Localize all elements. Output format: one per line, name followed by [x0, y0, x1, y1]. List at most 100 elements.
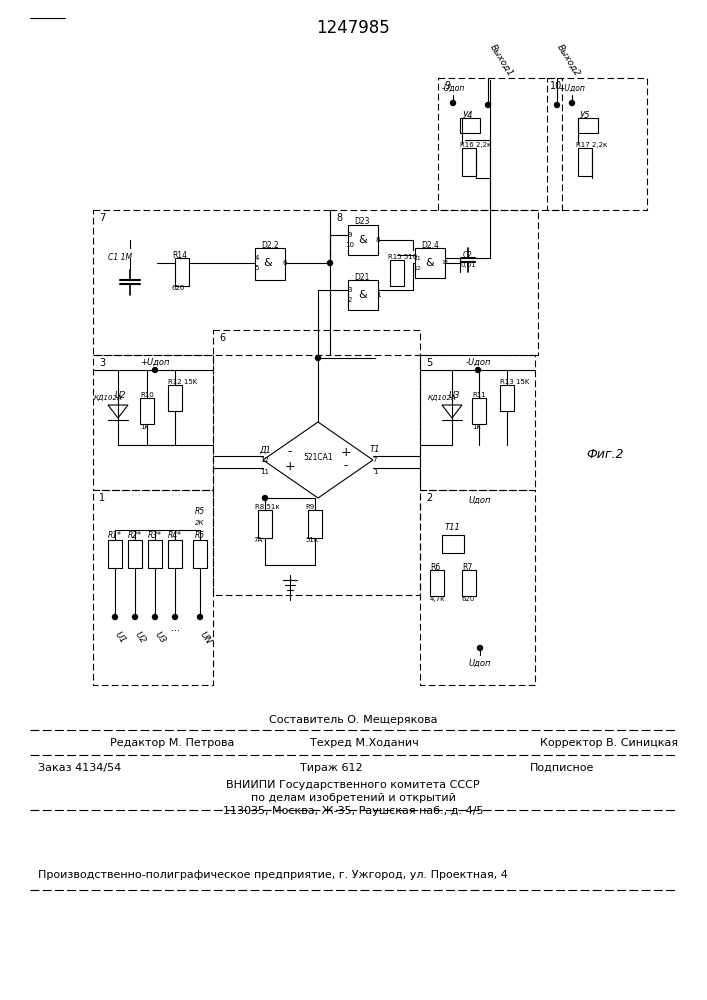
Text: С2: С2 [463, 250, 473, 259]
Text: 7: 7 [99, 213, 105, 223]
Text: R3*: R3* [148, 530, 162, 540]
Bar [460, 118, 480, 133]
Text: Техред М.Ходанич: Техред М.Ходанич [310, 738, 419, 748]
Text: Корректор В. Синицкая: Корректор В. Синицкая [540, 738, 678, 748]
Bar [438, 78, 562, 210]
Bar [430, 570, 444, 596]
Circle shape [554, 103, 559, 107]
Text: R2*: R2* [128, 530, 142, 540]
Bar [140, 398, 154, 424]
Text: Заказ 4134/54: Заказ 4134/54 [38, 763, 121, 773]
Bar [93, 355, 213, 490]
Text: Редактор М. Петрова: Редактор М. Петрова [110, 738, 235, 748]
Text: 6: 6 [283, 260, 287, 266]
Bar [500, 385, 514, 411]
Text: +: + [285, 460, 296, 473]
Text: U3: U3 [448, 390, 460, 399]
Text: 3: 3 [99, 358, 105, 368]
Text: &: & [358, 290, 368, 300]
Text: Uдоп: Uдоп [469, 495, 491, 504]
Text: U2: U2 [115, 390, 126, 399]
Circle shape [486, 103, 491, 107]
Text: R6: R6 [430, 562, 440, 572]
Text: 1: 1 [373, 469, 378, 475]
Text: ВНИИПИ Государственного комитета СССР: ВНИИПИ Государственного комитета СССР [226, 780, 480, 790]
Text: D2.4: D2.4 [421, 240, 439, 249]
Text: R5: R5 [195, 530, 205, 540]
Bar [442, 535, 464, 553]
Text: Выход1: Выход1 [488, 42, 515, 78]
Text: 5: 5 [255, 265, 259, 271]
Text: -: - [288, 446, 292, 458]
Bar [420, 355, 535, 490]
Circle shape [153, 367, 158, 372]
Text: 521СА1: 521СА1 [303, 454, 333, 462]
Text: 7А: 7А [253, 537, 262, 543]
Text: &: & [358, 235, 368, 245]
Bar [420, 490, 535, 685]
Text: R10: R10 [140, 392, 153, 398]
Text: D23: D23 [354, 218, 370, 227]
Bar [390, 260, 404, 286]
Text: 2К: 2К [195, 520, 205, 526]
Bar [255, 248, 285, 280]
Text: Составитель О. Мещерякова: Составитель О. Мещерякова [269, 715, 437, 725]
Text: 4: 4 [255, 255, 259, 261]
Bar [93, 490, 213, 685]
Text: -Uдоп: -Uдоп [441, 84, 464, 93]
Bar [213, 330, 420, 595]
Text: КД102А: КД102А [428, 395, 457, 401]
Text: +Uдоп: +Uдоп [559, 84, 585, 93]
Bar [193, 540, 207, 568]
Text: D21: D21 [354, 272, 369, 282]
Text: 12: 12 [413, 265, 421, 270]
Text: ...: ... [170, 623, 180, 633]
Circle shape [477, 646, 482, 650]
Bar [108, 540, 122, 568]
Text: 11: 11 [260, 469, 269, 475]
Text: 11: 11 [441, 260, 449, 265]
Text: R7: R7 [462, 562, 472, 572]
Circle shape [327, 260, 332, 265]
Text: 620: 620 [462, 596, 475, 602]
Bar [168, 540, 182, 568]
Text: 7: 7 [373, 457, 378, 463]
Bar [128, 540, 142, 568]
Text: 1к: 1к [472, 424, 481, 430]
Text: 2: 2 [426, 493, 432, 503]
Text: R12 15K: R12 15K [168, 379, 197, 385]
Text: 8: 8 [375, 237, 380, 243]
Text: Д1: Д1 [259, 446, 271, 454]
Text: 10: 10 [550, 81, 562, 91]
Text: -: - [344, 460, 349, 473]
Text: Uдоп: Uдоп [469, 658, 491, 668]
Text: 5: 5 [426, 358, 432, 368]
Text: R17 2,2к: R17 2,2к [576, 142, 607, 148]
Circle shape [173, 614, 177, 619]
Text: 620: 620 [172, 285, 185, 291]
Text: R15 510: R15 510 [388, 254, 417, 260]
Bar [462, 570, 476, 596]
Text: 1247985: 1247985 [316, 19, 390, 37]
Text: R13 15K: R13 15K [500, 379, 530, 385]
Text: 9: 9 [348, 232, 352, 238]
Text: U1: U1 [112, 630, 127, 646]
Bar [148, 540, 162, 568]
Text: U2: U2 [133, 630, 147, 646]
Text: Производственно-полиграфическое предприятие, г. Ужгород, ул. Проектная, 4: Производственно-полиграфическое предприя… [38, 870, 508, 880]
Text: Подписное: Подписное [530, 763, 595, 773]
Text: 0,01: 0,01 [460, 262, 476, 268]
Circle shape [197, 614, 202, 619]
Text: 2: 2 [348, 297, 352, 303]
Text: &: & [264, 258, 272, 268]
Bar [330, 210, 538, 355]
Text: Тираж 612: Тираж 612 [300, 763, 363, 773]
Text: 1: 1 [375, 292, 380, 298]
Bar [472, 398, 486, 424]
Text: Т11: Т11 [445, 522, 461, 532]
Text: КД102А: КД102А [93, 395, 122, 401]
Text: 3: 3 [348, 287, 352, 293]
Text: по делам изобретений и открытий: по делам изобретений и открытий [250, 793, 455, 803]
Bar [578, 118, 598, 133]
Bar [547, 78, 647, 210]
